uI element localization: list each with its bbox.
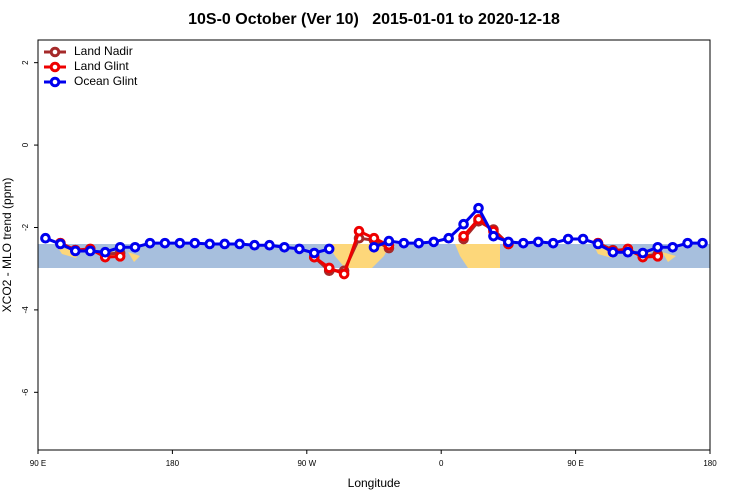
- data-point: [323, 243, 335, 255]
- data-point: [219, 238, 230, 250]
- data-point: [503, 236, 514, 248]
- data-point: [294, 243, 305, 255]
- legend-label: Land Glint: [74, 59, 129, 73]
- data-point: [428, 236, 440, 248]
- data-point: [413, 237, 425, 249]
- y-tick-label: -4: [21, 306, 30, 314]
- data-point: [323, 262, 335, 274]
- data-point: [398, 237, 410, 249]
- data-point: [383, 235, 395, 247]
- land-africa: [455, 244, 500, 268]
- x-tick-label: 180: [703, 459, 717, 468]
- data-point: [607, 246, 619, 258]
- data-point: [682, 237, 693, 249]
- data-point: [532, 236, 544, 248]
- plot-frame: [37, 39, 711, 451]
- x-tick-label: 0: [439, 459, 444, 468]
- data-point: [40, 232, 51, 244]
- data-point: [189, 237, 201, 249]
- data-point: [114, 241, 126, 253]
- data-point: [667, 241, 678, 253]
- data-point: [353, 225, 365, 237]
- x-tick-label: 180: [166, 459, 180, 468]
- data-point: [55, 238, 66, 250]
- x-tick-label: 90 E: [30, 459, 46, 468]
- data-point: [697, 237, 708, 249]
- legend-label: Land Nadir: [74, 44, 133, 58]
- data-point: [458, 218, 469, 230]
- data-point: [473, 202, 484, 214]
- data-point: [144, 237, 156, 249]
- legend-marker: [49, 46, 61, 58]
- data-point: [264, 239, 275, 251]
- data-point: [114, 251, 126, 262]
- data-point: [518, 237, 529, 249]
- data-point: [70, 245, 81, 257]
- y-tick-label: -2: [21, 223, 30, 231]
- y-tick-label: 0: [21, 142, 30, 147]
- data-point: [368, 232, 380, 244]
- data-point: [174, 237, 186, 249]
- data-point: [159, 237, 171, 249]
- data-point: [562, 233, 574, 245]
- x-tick-label: 90 W: [297, 459, 316, 468]
- data-point: [458, 230, 469, 242]
- data-point: [473, 213, 484, 225]
- data-point: [279, 241, 290, 253]
- data-point: [652, 251, 664, 262]
- data-point: [547, 237, 559, 249]
- data-point: [577, 233, 589, 245]
- data-point: [338, 268, 350, 280]
- y-axis-label: XCO2 - MLO trend (ppm): [0, 178, 14, 313]
- data-point: [637, 247, 649, 259]
- data-point: [652, 241, 664, 253]
- y-tick-label: -6: [21, 388, 30, 396]
- legend-marker: [49, 76, 61, 88]
- data-point: [622, 246, 634, 258]
- data-point: [249, 239, 260, 251]
- y-tick-label: 2: [21, 60, 30, 65]
- x-axis-label: Longitude: [348, 476, 401, 490]
- legend-marker: [49, 61, 61, 73]
- data-point: [129, 241, 141, 253]
- chart-title: 10S-0 October (Ver 10) 2015-01-01 to 202…: [188, 11, 560, 28]
- data-point: [308, 247, 320, 259]
- legend-label: Ocean Glint: [74, 74, 138, 88]
- data-point: [488, 230, 499, 242]
- data-point: [204, 238, 216, 250]
- x-tick-label: 90 E: [567, 459, 583, 468]
- data-point: [234, 238, 245, 250]
- data-point: [368, 241, 380, 253]
- data-point: [99, 246, 111, 258]
- data-point: [84, 245, 96, 257]
- data-point: [592, 238, 604, 250]
- data-point: [443, 232, 454, 244]
